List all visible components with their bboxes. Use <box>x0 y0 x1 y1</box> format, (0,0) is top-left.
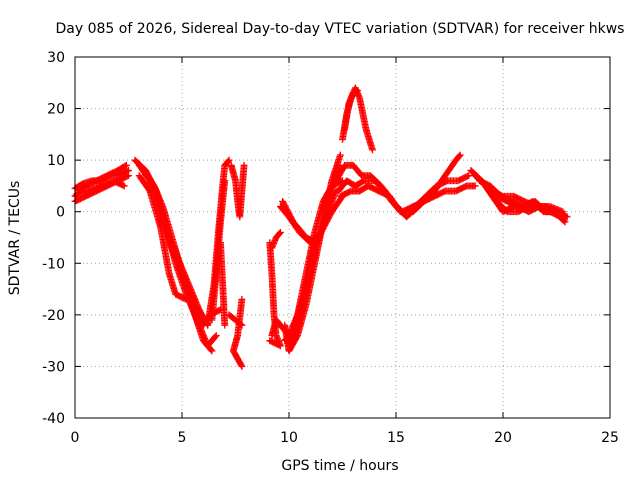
x-tick-label: 25 <box>601 430 619 446</box>
data-series <box>208 177 229 324</box>
x-tick-label: 5 <box>178 430 187 446</box>
data-point <box>225 156 233 164</box>
data-point <box>120 182 128 190</box>
data-series <box>334 177 421 221</box>
data-series <box>229 295 246 370</box>
data-series <box>336 182 404 216</box>
x-tick-label: 0 <box>71 430 80 446</box>
data-point <box>471 182 479 190</box>
data-point <box>211 333 219 341</box>
axis-ticks <box>74 56 611 419</box>
data-point <box>240 161 248 169</box>
y-tick-label: 20 <box>47 102 65 118</box>
data-point <box>266 337 274 345</box>
data-series <box>217 239 229 329</box>
data-point <box>221 177 229 185</box>
grid-lines <box>75 57 610 418</box>
data-series <box>73 177 128 198</box>
x-tick-label: 10 <box>280 430 298 446</box>
data-series <box>279 198 321 247</box>
y-tick-label: 10 <box>47 153 65 169</box>
data-point <box>221 321 229 329</box>
data-point <box>122 161 130 169</box>
data-point <box>354 87 361 94</box>
plot-frame <box>74 56 611 419</box>
y-tick-label: 0 <box>56 205 65 221</box>
data-series <box>268 228 284 252</box>
data-series <box>281 161 342 345</box>
data-point <box>207 346 215 354</box>
tick-labels: 0 5 10 15 20 25 -40 -30 -20 -10 0 10 20 30 <box>42 50 619 446</box>
data-point <box>336 151 344 159</box>
data-point <box>224 157 232 165</box>
data-point <box>277 228 284 236</box>
data-point <box>313 239 321 247</box>
y-tick-label: 30 <box>47 50 65 66</box>
chart-title: Day 085 of 2026, Sidereal Day-to-day VTE… <box>56 21 625 37</box>
data-point <box>125 167 132 174</box>
x-tick-label: 20 <box>494 430 512 446</box>
x-axis-label: GPS time / hours <box>281 458 398 474</box>
data-point <box>559 208 567 216</box>
y-tick-label: -40 <box>42 411 65 427</box>
data-point <box>208 347 216 355</box>
data-point <box>237 361 245 369</box>
y-tick-label: -10 <box>42 256 65 272</box>
y-axis-label: SDTVAR / TECUs <box>7 181 23 296</box>
y-tick-label: -20 <box>42 308 65 324</box>
data-point <box>334 161 342 169</box>
data-series <box>71 167 132 192</box>
data-point <box>369 146 376 154</box>
data-point <box>396 208 404 216</box>
data-point <box>395 207 403 214</box>
data-series <box>341 87 361 133</box>
data-point <box>121 162 129 170</box>
data-series <box>227 161 248 221</box>
data-series <box>268 316 284 339</box>
data-point <box>455 152 463 160</box>
data-series <box>135 172 190 303</box>
data-series <box>409 182 479 210</box>
data-point <box>563 213 571 221</box>
data-point <box>238 363 246 370</box>
data-series <box>146 177 212 329</box>
data-series <box>476 177 569 226</box>
y-tick-label: -30 <box>42 359 65 375</box>
data-point <box>465 172 473 180</box>
data-point <box>276 229 283 237</box>
data-point <box>456 151 464 159</box>
data-point <box>560 217 568 225</box>
data-point <box>212 332 220 339</box>
data-points <box>71 84 571 370</box>
data-point <box>561 218 569 226</box>
x-tick-label: 15 <box>387 430 405 446</box>
